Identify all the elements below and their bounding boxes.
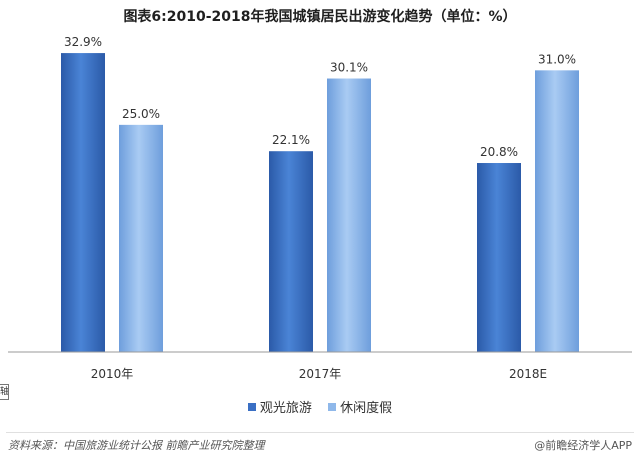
credit-text: @前瞻经济学人APP (534, 439, 632, 452)
source-note: 资料来源：中国旅游业统计公报 前瞻产业研究院整理 (8, 439, 265, 452)
legend-label-leisure: 休闲度假 (340, 401, 393, 416)
data-label-sightseeing-1: 22.1% (272, 133, 310, 147)
x-tick-label: 2010年 (91, 367, 134, 381)
x-tick-label: 2017年 (299, 367, 342, 381)
legend-swatch-leisure (328, 402, 337, 411)
data-label-leisure-1: 30.1% (330, 61, 368, 75)
plot-area: 32.9% 25.0% 2010年 22.1% 30.1% 2017年 20.8% 31.0%… (8, 35, 632, 381)
bar-leisure-1 (327, 78, 371, 353)
legend-item-leisure: 休闲度假 (328, 397, 392, 416)
bar-leisure-0 (119, 124, 163, 352)
x-tick-label: 2018E (509, 367, 547, 381)
legend-item-sightseeing: 观光旅游 (247, 397, 312, 416)
legend: 观光旅游 休闲度假 (0, 397, 640, 416)
bar-sightseeing-2 (477, 163, 521, 352)
legend-swatch-sightseeing (247, 402, 256, 411)
axis-fragment-label: 轴 (0, 384, 9, 400)
bar-leisure-2 (535, 70, 579, 352)
legend-label-sightseeing: 观光旅游 (259, 401, 312, 416)
data-label-leisure-0: 25.0% (122, 107, 160, 121)
bar-sightseeing-1 (269, 151, 313, 352)
data-label-sightseeing-0: 32.9% (64, 35, 102, 49)
bar-sightseeing-0 (61, 53, 105, 352)
data-label-leisure-2: 31.0% (538, 52, 576, 66)
data-label-sightseeing-2: 20.8% (480, 145, 518, 159)
chart-title: 图表6:2010-2018年我国城镇居民出游变化趋势（单位：%） (123, 9, 517, 25)
footer-divider (6, 432, 634, 433)
